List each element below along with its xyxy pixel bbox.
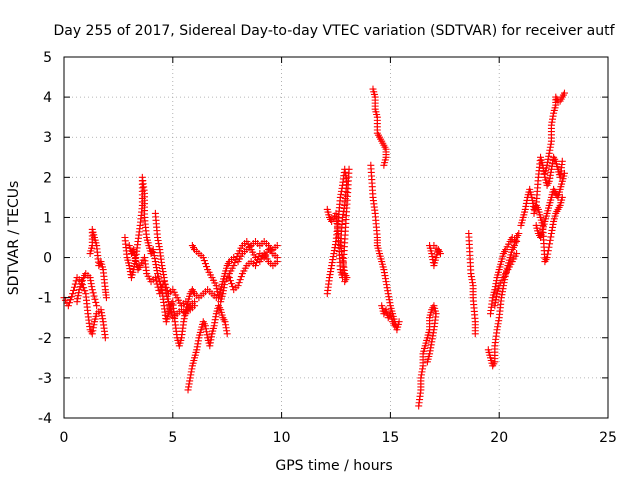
data-point — [70, 286, 78, 294]
data-point — [547, 233, 555, 241]
y-tick-label: 1 — [43, 210, 52, 226]
data-point — [76, 283, 84, 291]
data-point — [102, 294, 110, 302]
data-points — [60, 85, 568, 410]
data-point — [223, 330, 231, 338]
data-point — [92, 298, 100, 306]
data-point — [231, 259, 239, 267]
data-point — [64, 302, 72, 310]
y-tick-label: -2 — [38, 331, 52, 347]
data-point — [90, 292, 98, 300]
data-point — [75, 286, 83, 294]
data-point — [391, 322, 399, 330]
data-point — [89, 289, 97, 297]
data-point — [236, 276, 244, 284]
data-point — [65, 299, 73, 307]
data-point — [69, 290, 77, 298]
data-point — [226, 277, 234, 285]
data-point — [81, 287, 89, 295]
data-point — [232, 256, 240, 264]
data-point — [203, 263, 211, 271]
data-point — [68, 293, 76, 301]
data-point — [225, 274, 233, 282]
data-point — [558, 157, 566, 165]
data-point — [93, 302, 101, 310]
data-point — [545, 243, 553, 251]
y-tick-label: -3 — [38, 371, 52, 387]
x-tick-label: 0 — [60, 430, 69, 446]
data-point — [273, 258, 281, 266]
x-tick-label: 25 — [599, 430, 617, 446]
y-axis-label: SDTVAR / TECUs — [6, 181, 22, 296]
data-point — [273, 242, 281, 250]
data-point — [543, 254, 551, 262]
data-point — [191, 298, 199, 306]
data-point — [80, 284, 88, 292]
data-point — [201, 260, 209, 268]
axis-ticks: 0 5 10 15 20 25 -4 -3 -2 -1 0 1 2 3 4 5 — [38, 50, 617, 446]
data-point — [233, 253, 241, 261]
data-point — [101, 334, 109, 342]
data-point — [471, 330, 479, 338]
data-point — [153, 280, 161, 288]
y-tick-label: -1 — [38, 291, 52, 307]
data-point — [70, 283, 78, 291]
y-tick-label: 0 — [43, 251, 52, 267]
data-point — [560, 89, 568, 97]
data-point — [200, 257, 208, 265]
data-point — [341, 278, 349, 286]
data-point — [156, 290, 164, 298]
x-axis-label: GPS time / hours — [275, 458, 392, 474]
chart-title: Day 255 of 2017, Sidereal Day-to-day VTE… — [53, 23, 615, 39]
x-tick-label: 5 — [168, 430, 177, 446]
data-point — [72, 277, 80, 285]
data-point — [395, 318, 403, 326]
data-point — [91, 295, 99, 303]
data-point — [513, 250, 521, 258]
data-point — [71, 280, 79, 288]
data-point — [67, 296, 75, 304]
data-point — [380, 161, 388, 169]
y-tick-label: 5 — [43, 50, 52, 66]
data-point — [237, 273, 245, 281]
y-tick-label: -4 — [38, 411, 52, 427]
plot-frame — [63, 56, 609, 419]
data-point — [234, 282, 242, 290]
data-point — [230, 262, 238, 270]
data-point — [251, 262, 259, 270]
data-point — [88, 286, 96, 294]
data-point — [544, 247, 552, 255]
x-tick-label: 10 — [273, 430, 291, 446]
data-point — [228, 280, 236, 288]
data-point — [515, 229, 523, 237]
data-point — [255, 253, 263, 261]
data-point — [544, 250, 552, 258]
data-point — [254, 256, 262, 264]
data-point — [560, 169, 568, 177]
data-point — [546, 240, 554, 248]
y-tick-label: 4 — [43, 90, 52, 106]
x-tick-label: 20 — [490, 430, 508, 446]
x-tick-label: 15 — [381, 430, 399, 446]
data-point — [199, 254, 207, 262]
data-point — [513, 238, 521, 246]
y-tick-label: 2 — [43, 170, 52, 186]
data-point — [253, 259, 261, 267]
data-point — [77, 280, 85, 288]
y-tick-label: 3 — [43, 130, 52, 146]
data-point — [152, 277, 160, 285]
data-point — [78, 277, 86, 285]
data-point — [430, 242, 438, 250]
data-point — [546, 236, 554, 244]
data-point — [229, 283, 237, 291]
data-point — [558, 193, 566, 201]
data-point — [151, 274, 159, 282]
data-point — [423, 358, 431, 366]
data-point — [345, 165, 353, 173]
data-point — [235, 279, 243, 287]
